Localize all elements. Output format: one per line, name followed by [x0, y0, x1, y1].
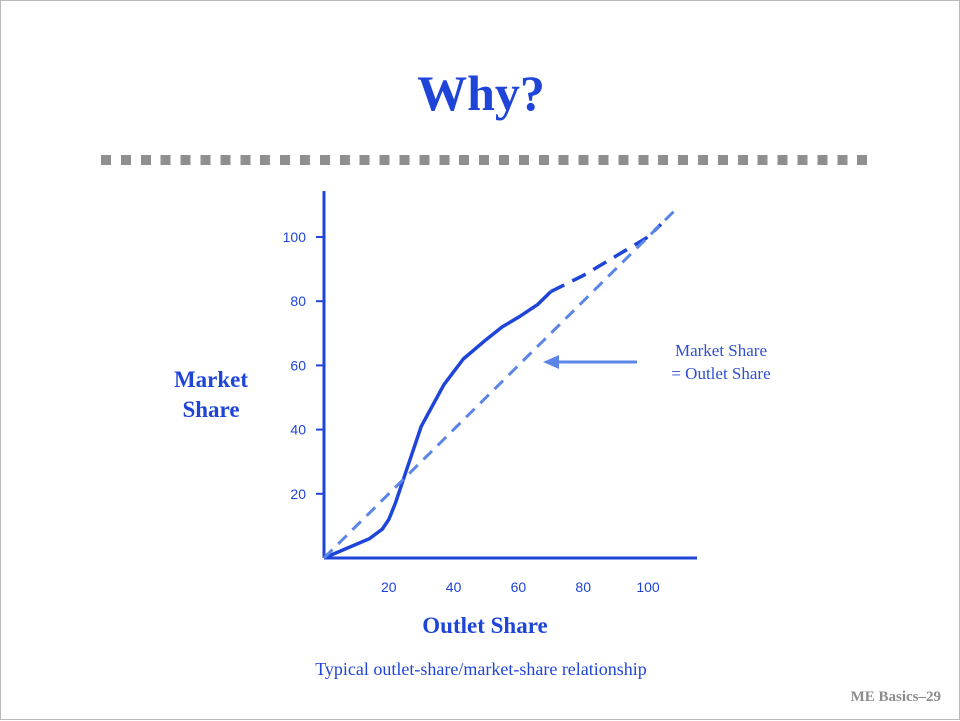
chart-caption: Typical outlet-share/market-share relati… — [315, 659, 647, 679]
x-tick-label: 80 — [575, 579, 591, 595]
market-share-curve-dashed — [550, 222, 663, 294]
dotted-divider — [101, 155, 867, 165]
y-axis-label: Market Share — [141, 365, 281, 425]
x-tick-label: 60 — [511, 579, 527, 595]
slide-footer: ME Basics–29 — [850, 689, 941, 705]
y-tick-label: 20 — [290, 486, 306, 502]
x-tick-label: 20 — [381, 579, 397, 595]
slide-title: Why? — [417, 65, 545, 121]
annotation-line1: Market Share — [674, 341, 768, 360]
equality-reference-line — [322, 207, 679, 560]
y-tick-label: 40 — [290, 422, 306, 438]
y-tick-label: 80 — [290, 293, 306, 309]
y-tick-label: 60 — [290, 357, 306, 373]
equality-annotation: Market Share = Outlet Share — [631, 339, 811, 385]
x-tick-label: 100 — [636, 579, 660, 595]
y-tick-label: 100 — [283, 229, 307, 245]
x-tick-label: 40 — [446, 579, 462, 595]
annotation-arrow-head — [543, 355, 559, 369]
market-share-curve-solid — [323, 290, 553, 560]
x-axis-label: Outlet Share — [422, 613, 548, 638]
y-axis-label-line2: Share — [182, 397, 240, 422]
annotation-line2: = Outlet Share — [671, 364, 771, 383]
y-axis-label-line1: Market — [173, 367, 249, 392]
